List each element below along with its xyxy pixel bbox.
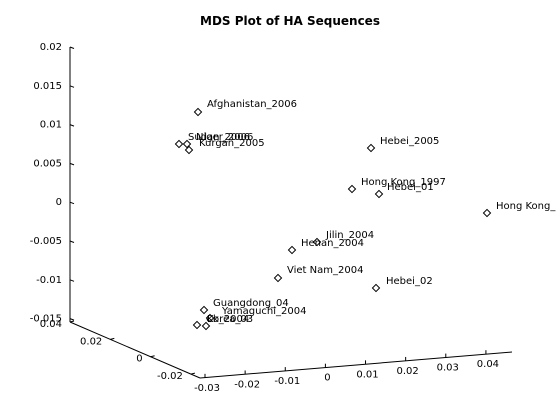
x-tick-label: 0.04 bbox=[477, 359, 499, 370]
data-point-marker bbox=[312, 237, 322, 247]
chart-title: MDS Plot of HA Sequences bbox=[200, 14, 380, 28]
y-tick-label: 0.02 bbox=[80, 336, 102, 347]
data-point-label: Hong Kong_1997 bbox=[361, 177, 446, 188]
y-tick-mark bbox=[150, 355, 155, 358]
x-tick-label: -0.01 bbox=[274, 376, 300, 387]
y-tick-mark bbox=[69, 320, 75, 323]
z-tick-mark bbox=[69, 46, 75, 49]
data-point-marker bbox=[374, 189, 384, 199]
data-point-marker bbox=[184, 145, 194, 155]
y-tick-mark bbox=[110, 337, 115, 340]
data-point-label: Hong Kong_ bbox=[496, 201, 556, 212]
z-tick-label: -0.005 bbox=[30, 236, 62, 247]
z-tick-label: -0.01 bbox=[36, 275, 62, 286]
x-tick-label: 0.03 bbox=[437, 363, 459, 374]
data-point-label: Yamaguchi_2004 bbox=[221, 306, 306, 317]
data-point-marker bbox=[347, 184, 357, 194]
data-point-marker bbox=[201, 321, 211, 331]
data-point-label: Afghanistan_2006 bbox=[207, 99, 297, 110]
data-point-marker bbox=[366, 143, 376, 153]
data-point-label: Sudan_2006 bbox=[188, 132, 250, 143]
data-point-label: Hebei_02 bbox=[386, 276, 433, 287]
y-axis-line bbox=[69, 321, 201, 379]
data-point-marker bbox=[192, 320, 202, 330]
z-tick-mark bbox=[69, 279, 75, 282]
y-tick-label: 0.04 bbox=[40, 319, 62, 330]
data-point-marker bbox=[193, 107, 203, 117]
data-point-label: Hebei_01 bbox=[387, 182, 434, 193]
z-tick-label: 0.01 bbox=[40, 120, 62, 131]
data-point-label: Korea_03 bbox=[207, 314, 253, 325]
x-axis-line bbox=[199, 351, 513, 379]
z-tick-mark bbox=[69, 240, 75, 243]
y-axis-ticks: 0.04 0.02 0 -0.02 bbox=[40, 319, 196, 382]
data-point-marker bbox=[205, 313, 215, 323]
x-tick-label: -0.03 bbox=[194, 383, 220, 394]
data-point-label: Jilin_2004 bbox=[325, 230, 374, 241]
data-point-label: Viet Nam_2004 bbox=[287, 265, 363, 276]
x-axis-ticks: -0.03 -0.02 -0.01 0 0.01 0.02 0.03 0.04 bbox=[194, 350, 499, 394]
z-tick-mark bbox=[69, 162, 75, 166]
data-point-label: Henan_2004 bbox=[301, 238, 364, 249]
data-point-marker bbox=[371, 283, 381, 293]
x-tick-label: 0.02 bbox=[397, 366, 419, 377]
z-tick-label: 0.015 bbox=[33, 81, 62, 92]
data-point-marker bbox=[273, 273, 283, 283]
data-point-label: Hebei_2005 bbox=[380, 136, 439, 147]
z-axis-ticks: 0.02 0.015 0.01 0.005 0 -0.005 -0.01 -0.015 bbox=[30, 42, 75, 325]
x-tick-label: -0.02 bbox=[234, 379, 260, 390]
x-tick-label: 0 bbox=[324, 373, 330, 384]
y-tick-mark bbox=[190, 372, 196, 375]
data-point-label: Niger_2006 bbox=[196, 132, 253, 143]
data-point-marker bbox=[174, 139, 184, 149]
z-tick-label: 0 bbox=[56, 197, 62, 208]
z-tick-mark bbox=[69, 124, 75, 127]
z-tick-label: 0.005 bbox=[33, 158, 62, 169]
data-point-label: Guangdong_04 bbox=[213, 298, 289, 309]
data-point-marker bbox=[199, 305, 209, 315]
z-tick-label: 0.02 bbox=[40, 42, 62, 53]
x-tick-label: 0.01 bbox=[356, 369, 378, 380]
data-point-marker bbox=[482, 208, 492, 218]
y-tick-label: 0 bbox=[136, 354, 142, 365]
z-tick-mark bbox=[69, 85, 75, 88]
z-tick-mark bbox=[69, 201, 75, 205]
data-point-marker bbox=[287, 245, 297, 255]
data-point-marker bbox=[182, 139, 192, 149]
z-tick-mark bbox=[69, 318, 75, 321]
data-point-label: Ck_2004 bbox=[206, 314, 249, 325]
y-tick-label: -0.02 bbox=[157, 371, 183, 382]
data-point-label: Kurgan_2005 bbox=[199, 138, 265, 149]
data-points: Afghanistan_2006 Sudan_2006Niger_2006Kurg… bbox=[174, 99, 556, 331]
z-tick-label: -0.015 bbox=[30, 314, 62, 325]
